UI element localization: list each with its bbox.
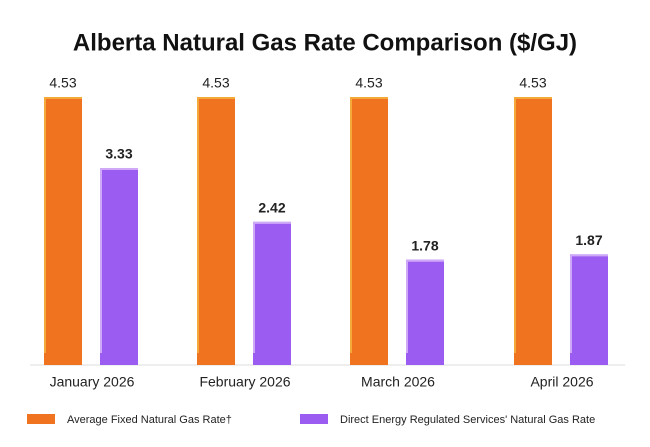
bar (570, 254, 608, 365)
legend-label: Direct Energy Regulated Services' Natura… (340, 414, 595, 426)
x-tick-label: January 2026 (50, 374, 135, 390)
value-label: 1.87 (575, 232, 602, 248)
x-tick-label: February 2026 (199, 374, 290, 390)
value-label: 1.78 (411, 237, 438, 253)
bar (100, 167, 138, 365)
bar (44, 97, 82, 365)
value-label: 4.53 (519, 75, 546, 91)
value-label: 4.53 (202, 75, 229, 91)
legend-label: Average Fixed Natural Gas Rate† (67, 414, 232, 426)
value-label: 4.53 (49, 75, 76, 91)
legend-swatch (300, 414, 328, 424)
legend-swatch (27, 414, 55, 424)
x-tick-label: March 2026 (361, 374, 435, 390)
value-label: 3.33 (105, 146, 132, 162)
chart-title: Alberta Natural Gas Rate Comparison ($/G… (73, 29, 577, 56)
x-tick-label: April 2026 (530, 374, 593, 390)
bar (406, 259, 444, 365)
bar (350, 97, 388, 365)
value-label: 2.42 (258, 200, 285, 216)
bar (197, 97, 235, 365)
bar (253, 221, 291, 365)
bar (514, 97, 552, 365)
value-label: 4.53 (355, 75, 382, 91)
